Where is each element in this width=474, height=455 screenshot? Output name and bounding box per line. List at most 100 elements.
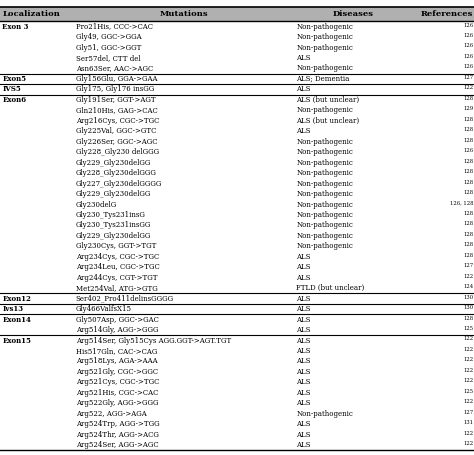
Text: 128: 128: [463, 232, 473, 237]
Text: Arg521Gly, CGC->GGC: Arg521Gly, CGC->GGC: [76, 368, 158, 376]
Text: Exon 3: Exon 3: [2, 23, 29, 30]
Text: Non-pathogenic: Non-pathogenic: [296, 23, 353, 30]
Text: Arg524Thr, AGG->ACG: Arg524Thr, AGG->ACG: [76, 431, 159, 439]
Text: Non-pathogenic: Non-pathogenic: [296, 159, 353, 167]
Text: Gly466ValfsX15: Gly466ValfsX15: [76, 305, 132, 313]
Text: Non-pathogenic: Non-pathogenic: [296, 169, 353, 177]
Text: Met254Val, ATG->GTG: Met254Val, ATG->GTG: [76, 284, 157, 292]
Text: Non-pathogenic: Non-pathogenic: [296, 410, 353, 418]
Text: Mutations: Mutations: [159, 10, 208, 18]
Text: Gly228_Gly230 delGGG: Gly228_Gly230 delGGG: [76, 148, 159, 156]
Text: Localization: Localization: [2, 10, 60, 18]
Text: Non-pathogenic: Non-pathogenic: [296, 106, 353, 114]
Text: 122: 122: [463, 368, 473, 373]
Text: ALS: ALS: [296, 295, 311, 303]
Text: 130: 130: [463, 295, 473, 300]
Text: FTLD (but unclear): FTLD (but unclear): [296, 284, 365, 292]
Text: ALS (but unclear): ALS (but unclear): [296, 117, 359, 125]
Text: 128: 128: [463, 211, 473, 216]
Text: Gly230Cys, GGT->TGT: Gly230Cys, GGT->TGT: [76, 243, 156, 250]
Text: Pro21His, CCC->CAC: Pro21His, CCC->CAC: [76, 23, 153, 30]
Text: ALS: ALS: [296, 389, 311, 397]
Text: Arg521Cys, CGC->TGC: Arg521Cys, CGC->TGC: [76, 379, 159, 386]
Text: Gly156Glu, GGA->GAA: Gly156Glu, GGA->GAA: [76, 75, 157, 83]
Text: 122: 122: [463, 379, 473, 384]
Text: ALS: ALS: [296, 368, 311, 376]
Text: ALS: ALS: [296, 54, 311, 62]
Text: 126, 128: 126, 128: [449, 201, 473, 206]
Text: Gly175, Gly176 insGG: Gly175, Gly176 insGG: [76, 86, 154, 93]
Text: Ser402_Pro411delinsGGGG: Ser402_Pro411delinsGGGG: [76, 295, 174, 303]
Text: Gly49, GGC->GGA: Gly49, GGC->GGA: [76, 33, 141, 41]
Text: Non-pathogenic: Non-pathogenic: [296, 232, 353, 240]
Text: ALS: ALS: [296, 127, 311, 135]
Text: 122: 122: [463, 441, 473, 446]
Text: Arg216Cys, CGC->TGC: Arg216Cys, CGC->TGC: [76, 117, 159, 125]
Text: ALS: ALS: [296, 253, 311, 261]
Text: 128: 128: [463, 243, 473, 248]
Text: 122: 122: [463, 399, 473, 404]
Text: 131: 131: [463, 420, 473, 425]
Text: Non-pathogenic: Non-pathogenic: [296, 222, 353, 229]
Text: Gly229_Gly230delGG: Gly229_Gly230delGG: [76, 232, 151, 240]
Text: 126: 126: [463, 44, 473, 49]
Text: Asn63Ser, AAC->AGC: Asn63Ser, AAC->AGC: [76, 65, 153, 72]
Text: ALS: ALS: [296, 274, 311, 282]
Text: ALS: ALS: [296, 86, 311, 93]
Text: Non-pathogenic: Non-pathogenic: [296, 44, 353, 51]
Text: 128: 128: [463, 169, 473, 174]
Text: Exon14: Exon14: [2, 316, 31, 324]
Text: IVS5: IVS5: [2, 86, 21, 93]
Text: Gly51, GGC->GGT: Gly51, GGC->GGT: [76, 44, 141, 51]
Text: Non-pathogenic: Non-pathogenic: [296, 138, 353, 146]
Text: Non-pathogenic: Non-pathogenic: [296, 243, 353, 250]
Text: 128: 128: [463, 253, 473, 258]
Text: 126: 126: [463, 54, 473, 59]
Text: Arg244Cys, CGT->TGT: Arg244Cys, CGT->TGT: [76, 274, 157, 282]
Bar: [0, 7, 474, 21]
Text: 128: 128: [463, 96, 473, 101]
Text: 128: 128: [463, 159, 473, 164]
Text: Ivs13: Ivs13: [2, 305, 23, 313]
Text: ALS: ALS: [296, 431, 311, 439]
Text: Gly230_Tys231insG: Gly230_Tys231insG: [76, 211, 146, 219]
Text: 128: 128: [463, 127, 473, 132]
Text: 122: 122: [463, 274, 473, 279]
Text: ALS: ALS: [296, 337, 311, 344]
Text: 126: 126: [463, 148, 473, 153]
Text: Gly225Val, GGC->GTC: Gly225Val, GGC->GTC: [76, 127, 156, 135]
Text: ALS: ALS: [296, 316, 311, 324]
Text: ALS: ALS: [296, 358, 311, 365]
Text: ALS: ALS: [296, 263, 311, 271]
Text: Exon12: Exon12: [2, 295, 31, 303]
Text: Gly230_Tys231insGG: Gly230_Tys231insGG: [76, 222, 151, 229]
Text: Gly230delG: Gly230delG: [76, 201, 117, 208]
Text: 122: 122: [463, 431, 473, 436]
Text: 122: 122: [463, 86, 473, 91]
Text: Non-pathogenic: Non-pathogenic: [296, 211, 353, 219]
Text: Arg522Gly, AGG->GGG: Arg522Gly, AGG->GGG: [76, 399, 158, 407]
Text: 126: 126: [463, 33, 473, 38]
Text: 124: 124: [463, 284, 473, 289]
Text: 126: 126: [463, 23, 473, 28]
Text: ALS: ALS: [296, 347, 311, 355]
Text: ALS (but unclear): ALS (but unclear): [296, 96, 359, 104]
Text: Ser57del, CTT del: Ser57del, CTT del: [76, 54, 140, 62]
Text: ALS: ALS: [296, 326, 311, 334]
Text: Exon5: Exon5: [2, 75, 27, 83]
Text: Arg518Lys, AGA->AAA: Arg518Lys, AGA->AAA: [76, 358, 157, 365]
Text: 128: 128: [463, 222, 473, 227]
Text: Gly226Ser, GGC->AGC: Gly226Ser, GGC->AGC: [76, 138, 157, 146]
Text: Gly228_Gly230delGGG: Gly228_Gly230delGGG: [76, 169, 157, 177]
Text: 122: 122: [463, 337, 473, 342]
Text: Arg522, AGG->AGA: Arg522, AGG->AGA: [76, 410, 146, 418]
Text: ALS: ALS: [296, 420, 311, 428]
Text: 122: 122: [463, 347, 473, 352]
Text: 122: 122: [463, 358, 473, 363]
Text: ALS: ALS: [296, 441, 311, 449]
Text: Non-pathogenic: Non-pathogenic: [296, 33, 353, 41]
Text: Non-pathogenic: Non-pathogenic: [296, 180, 353, 187]
Text: Gly191Ser, GGT->AGT: Gly191Ser, GGT->AGT: [76, 96, 155, 104]
Text: Gln210His, GAG->CAC: Gln210His, GAG->CAC: [76, 106, 157, 114]
Text: 127: 127: [463, 410, 473, 415]
